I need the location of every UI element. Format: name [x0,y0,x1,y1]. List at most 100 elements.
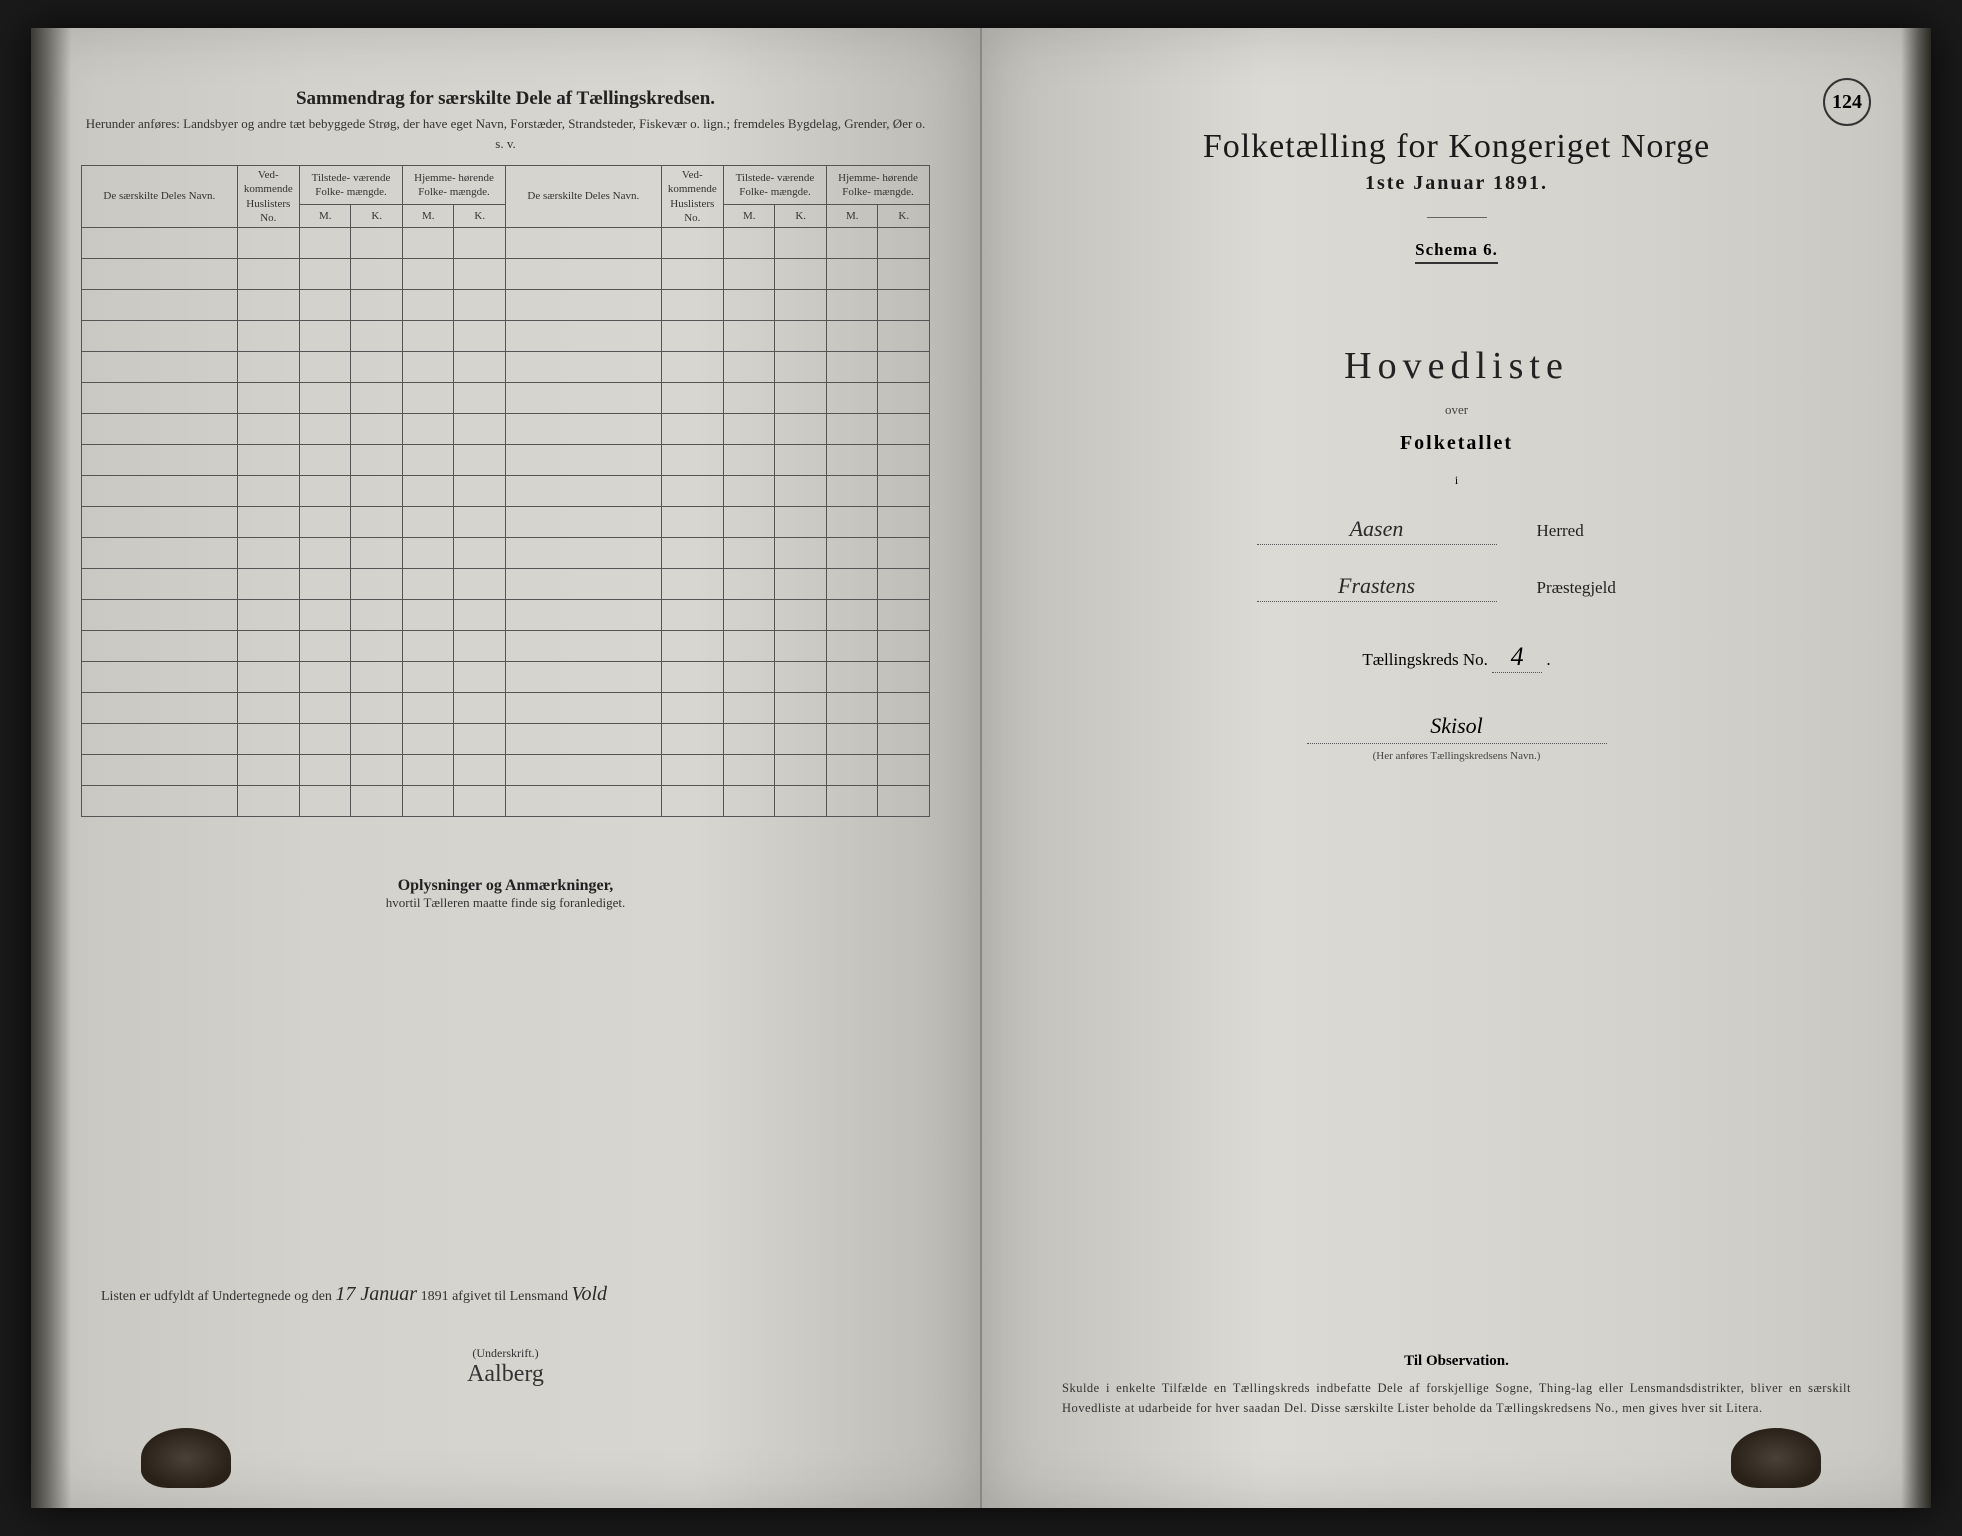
table-cell [878,755,930,786]
table-cell [237,662,299,693]
table-cell [299,476,351,507]
table-cell [351,445,403,476]
table-cell [723,507,775,538]
table-cell [82,290,238,321]
table-cell [454,414,506,445]
table-cell [826,755,878,786]
table-cell [775,507,827,538]
table-cell [723,383,775,414]
table-cell [775,755,827,786]
table-cell [878,724,930,755]
binding-edge [31,28,71,1508]
kreds-name: Skisol [1307,713,1607,744]
table-cell [454,569,506,600]
table-cell [878,662,930,693]
table-cell [402,352,454,383]
table-cell [661,786,723,817]
table-cell [237,600,299,631]
table-cell [299,693,351,724]
table-row [82,321,930,352]
table-cell [454,321,506,352]
table-cell [661,693,723,724]
col-m: M. [402,205,454,228]
table-cell [237,693,299,724]
table-cell [661,445,723,476]
table-cell [237,414,299,445]
schema-label: Schema 6. [1415,240,1498,264]
table-cell [505,600,661,631]
summary-title: Sammendrag for særskilte Dele af Tælling… [81,88,930,110]
table-cell [723,631,775,662]
col-tilstede-1: Tilstede- værende Folke- mængde. [299,166,402,205]
table-cell [878,414,930,445]
table-cell [237,321,299,352]
table-cell [775,786,827,817]
table-cell [402,445,454,476]
table-cell [775,631,827,662]
table-cell [661,569,723,600]
table-row [82,569,930,600]
table-cell [351,600,403,631]
signature-name: Aalberg [101,1361,910,1388]
table-cell [82,600,238,631]
table-cell [299,600,351,631]
table-cell [723,724,775,755]
table-cell [299,445,351,476]
table-cell [661,631,723,662]
table-cell [505,445,661,476]
col-name-1: De særskilte Deles Navn. [82,166,238,228]
col-k: K. [878,205,930,228]
sig-year: 1891 afgivet til Lensmand [421,1289,568,1304]
table-cell [351,786,403,817]
table-cell [878,321,930,352]
table-cell [82,321,238,352]
table-cell [82,662,238,693]
table-cell [351,755,403,786]
table-body [82,228,930,817]
table-cell [505,383,661,414]
table-cell [402,507,454,538]
census-date: 1ste Januar 1891. [1032,172,1881,195]
table-cell [723,693,775,724]
table-cell [351,383,403,414]
table-cell [826,507,878,538]
table-cell [299,662,351,693]
table-cell [402,383,454,414]
table-cell [661,476,723,507]
table-cell [661,290,723,321]
table-cell [878,290,930,321]
table-row [82,414,930,445]
table-cell [723,786,775,817]
table-cell [723,290,775,321]
table-cell [82,538,238,569]
table-cell [505,228,661,259]
table-row [82,476,930,507]
table-cell [723,228,775,259]
table-cell [402,600,454,631]
page-number: 124 [1823,78,1871,126]
table-cell [402,786,454,817]
table-cell [299,352,351,383]
table-cell [351,538,403,569]
table-cell [299,321,351,352]
table-cell [454,538,506,569]
table-cell [351,476,403,507]
table-cell [775,569,827,600]
table-cell [237,569,299,600]
book-clip [141,1428,231,1488]
notes-subtitle: hvortil Tælleren maatte finde sig foranl… [81,895,930,911]
table-cell [775,445,827,476]
table-cell [661,414,723,445]
table-cell [351,321,403,352]
table-cell [775,259,827,290]
kreds-row: Tællingskreds No. 4 . [1032,642,1881,673]
table-cell [454,352,506,383]
col-name-2: De særskilte Deles Navn. [505,166,661,228]
table-cell [299,538,351,569]
table-cell [505,321,661,352]
table-cell [878,569,930,600]
table-cell [237,755,299,786]
table-cell [82,414,238,445]
table-cell [237,507,299,538]
table-cell [826,290,878,321]
